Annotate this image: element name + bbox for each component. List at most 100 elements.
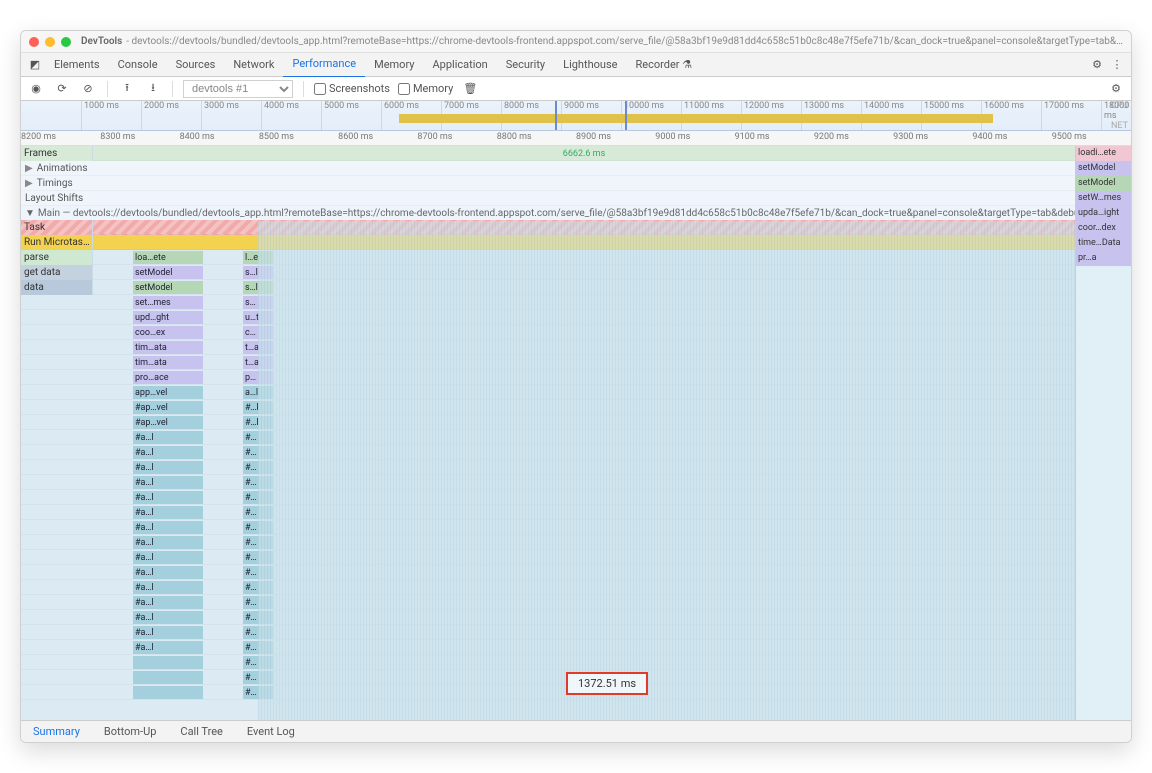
overview-timeline[interactable]: CPU NET 1000 ms2000 ms3000 ms4000 ms5000… [21,101,1131,131]
flame-bar[interactable] [133,671,203,684]
flame-bar[interactable]: setModel [133,281,203,294]
screenshots-checkbox[interactable] [314,83,326,95]
flame-bar[interactable]: #a…l [133,536,203,549]
flame-tracks: Frames 6662.6 ms ▶Animations ▶Timings La… [21,146,1131,720]
overview-tick: 2000 ms [141,101,179,130]
ruler-tick: 8700 ms [417,132,452,142]
right-flame-bar[interactable]: pr…a [1076,251,1131,266]
track-right: loadi…etesetModelsetModelsetW…mesupda…ig… [1075,146,1131,720]
tab-performance[interactable]: Performance [283,52,365,78]
memory-checkbox[interactable] [398,83,410,95]
ruler-tick: 9200 ms [814,132,849,142]
reload-icon[interactable]: ⟳ [53,82,71,95]
flame-bar[interactable]: #a…l [133,446,203,459]
right-flame-bar[interactable]: setW…mes [1076,191,1131,206]
right-flame-bar[interactable]: time…Data [1076,236,1131,251]
memory-check[interactable]: Memory [398,82,453,95]
screenshots-check[interactable]: Screenshots [314,82,390,95]
flame-bar[interactable]: tim…ata [133,341,203,354]
more-icon[interactable]: ⋮ [1107,53,1127,77]
upload-icon[interactable]: ⭱ [118,79,136,98]
selection-duration-highlight: 1372.51 ms [566,672,648,695]
bottom-tab-bottomup[interactable]: Bottom-Up [92,721,169,743]
flame-bar[interactable]: #a…l [133,551,203,564]
tab-security[interactable]: Security [497,53,554,77]
timings-row[interactable]: ▶Timings [21,176,1075,191]
layout-shifts-row[interactable]: Layout Shifts [21,191,1075,206]
flame-bar[interactable]: #a…l [133,431,203,444]
trash-icon[interactable]: 🗑 [461,82,479,95]
flame-bar[interactable]: loa…ete [133,251,203,264]
flame-bar[interactable] [133,686,203,699]
flame-bar[interactable]: upd…ght [133,311,203,324]
right-flame-bar[interactable]: loadi…ete [1076,146,1131,161]
bottom-tab-calltree[interactable]: Call Tree [168,721,234,743]
close-icon[interactable] [29,37,39,47]
perf-settings-icon[interactable]: ⚙ [1107,82,1125,95]
flame-bar[interactable]: #a…l [133,506,203,519]
flame-bar[interactable]: tim…ata [133,356,203,369]
window-titlebar: DevTools - devtools://devtools/bundled/d… [21,31,1131,53]
right-flame-bar[interactable]: setModel [1076,161,1131,176]
flame-bar[interactable]: #a…l [133,461,203,474]
detail-ruler[interactable]: 8200 ms8300 ms8400 ms8500 ms8600 ms8700 … [21,131,1131,146]
tab-lighthouse[interactable]: Lighthouse [554,53,626,77]
profile-select[interactable]: devtools #1 [183,80,293,98]
bottom-tab-summary[interactable]: Summary [21,721,92,743]
flame-bar[interactable] [133,656,203,669]
clear-icon[interactable]: ⊘ [79,82,97,95]
ruler-tick: 8800 ms [497,132,532,142]
flame-bar[interactable]: #a…l [133,596,203,609]
tab-console[interactable]: Console [109,53,167,77]
flame-bar[interactable]: #a…l [133,611,203,624]
ruler-tick: 8500 ms [259,132,294,142]
ruler-tick: 8400 ms [180,132,215,142]
download-icon[interactable]: ⭳ [144,79,162,98]
settings-icon[interactable]: ⚙ [1087,53,1107,77]
tab-application[interactable]: Application [423,53,496,77]
record-icon[interactable]: ◉ [27,82,45,95]
traffic-lights [29,37,71,47]
flame-bar[interactable]: #a…l [133,476,203,489]
ruler-tick: 8600 ms [338,132,373,142]
overview-viewport[interactable] [555,101,627,130]
flame-bar[interactable]: pro…ace [133,371,203,384]
flame-bar[interactable]: #a…l [133,626,203,639]
flame-bar[interactable]: set…mes [133,296,203,309]
tab-sources[interactable]: Sources [167,53,225,77]
flame-bar[interactable]: #a…l [133,521,203,534]
bottom-tab-eventlog[interactable]: Event Log [235,721,307,743]
ruler-tick: 9100 ms [735,132,770,142]
main-thread-row[interactable]: ▼ Main — devtools://devtools/bundled/dev… [21,206,1075,220]
flame-bar[interactable]: #a…l [133,566,203,579]
flame-bar[interactable]: #a…l [133,581,203,594]
flame-bar[interactable]: #a…l [133,491,203,504]
zoom-icon[interactable] [61,37,71,47]
flame-bar[interactable]: setModel [133,266,203,279]
tab-memory[interactable]: Memory [365,53,423,77]
overview-tick: 18000 ms [1101,101,1131,130]
track-main[interactable]: Frames 6662.6 ms ▶Animations ▶Timings La… [21,146,1075,720]
flame-bar[interactable]: #ap…vel [133,416,203,429]
title-app: DevTools [81,36,122,47]
ruler-tick: 9000 ms [655,132,690,142]
ruler-tick: 8200 ms [21,132,56,142]
flame-bar[interactable]: coo…ex [133,326,203,339]
tab-recorder[interactable]: Recorder ⚗ [626,53,701,77]
right-flame-bar[interactable]: upda…ight [1076,206,1131,221]
frames-row[interactable]: Frames 6662.6 ms [21,146,1075,161]
minimize-icon[interactable] [45,37,55,47]
tab-network[interactable]: Network [224,53,283,77]
tab-elements[interactable]: Elements [45,53,109,77]
flame-bar[interactable]: app…vel [133,386,203,399]
ruler-tick: 9600 ms [1131,132,1132,152]
ruler-tick: 9300 ms [893,132,928,142]
perf-toolbar: ◉ ⟳ ⊘ ⭱ ⭳ devtools #1 Screenshots Memory… [21,77,1131,101]
inspect-icon[interactable]: ◩ [25,53,45,77]
animations-row[interactable]: ▶Animations [21,161,1075,176]
flame-bar[interactable]: #a…l [133,641,203,654]
overview-tick: 1000 ms [81,101,119,130]
flame-bar[interactable]: #ap…vel [133,401,203,414]
right-flame-bar[interactable]: coor…dex [1076,221,1131,236]
right-flame-bar[interactable]: setModel [1076,176,1131,191]
